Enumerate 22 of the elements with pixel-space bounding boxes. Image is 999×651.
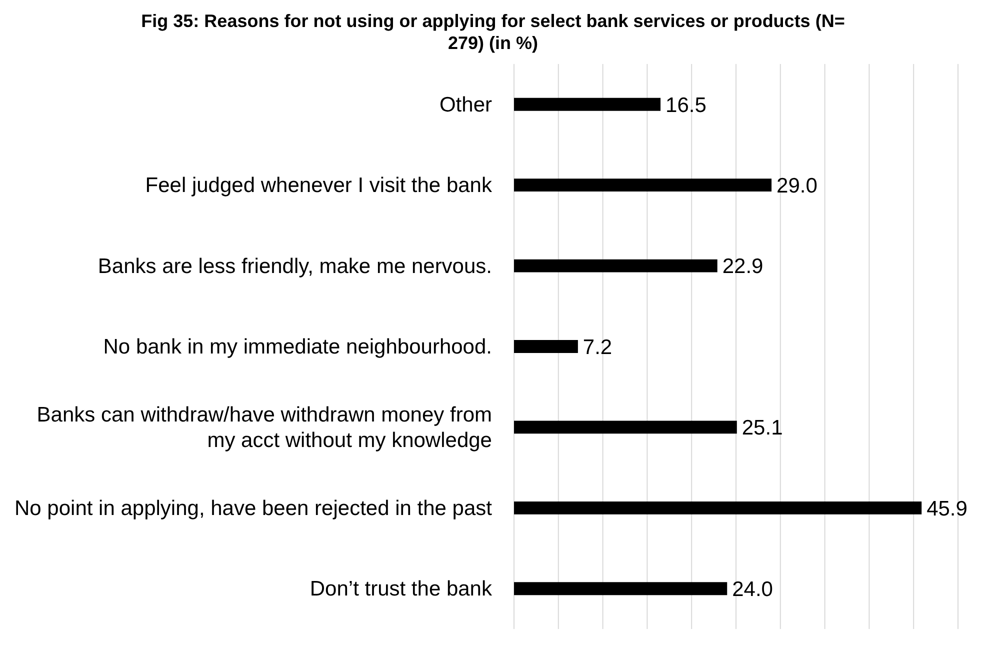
bar — [514, 259, 718, 272]
bar — [514, 582, 728, 596]
y-tick-label: No bank in my immediate neighbourhood. — [103, 335, 492, 358]
data-label: 16.5 — [666, 94, 706, 117]
data-label: 29.0 — [776, 174, 818, 198]
y-tick-label: Banks can withdraw/have withdrawn money from my acct without my knowledge — [36, 403, 492, 452]
data-label: 24.0 — [732, 578, 773, 602]
data-label: 45.9 — [926, 497, 968, 520]
bar — [514, 98, 661, 111]
data-label: 22.9 — [722, 255, 764, 278]
y-tick-label: Don’t trust the bank — [310, 577, 492, 600]
bar — [514, 420, 737, 434]
y-tick-label: Feel judged whenever I visit the bank — [145, 174, 492, 197]
bar — [514, 178, 772, 192]
chart-title: Fig 35: Reasons for not using or applying for select bank services or products (N= 279) (in %) — [140, 10, 846, 54]
y-tick-label: No point in applying, have been rejected in the past — [14, 496, 492, 520]
bar — [514, 340, 578, 353]
data-label: 25.1 — [742, 416, 783, 440]
y-tick-label: Banks are less friendly, make me nervous. — [98, 254, 492, 278]
bar — [514, 501, 922, 514]
data-label: 7.2 — [582, 336, 612, 359]
y-tick-label: Other — [439, 92, 492, 116]
